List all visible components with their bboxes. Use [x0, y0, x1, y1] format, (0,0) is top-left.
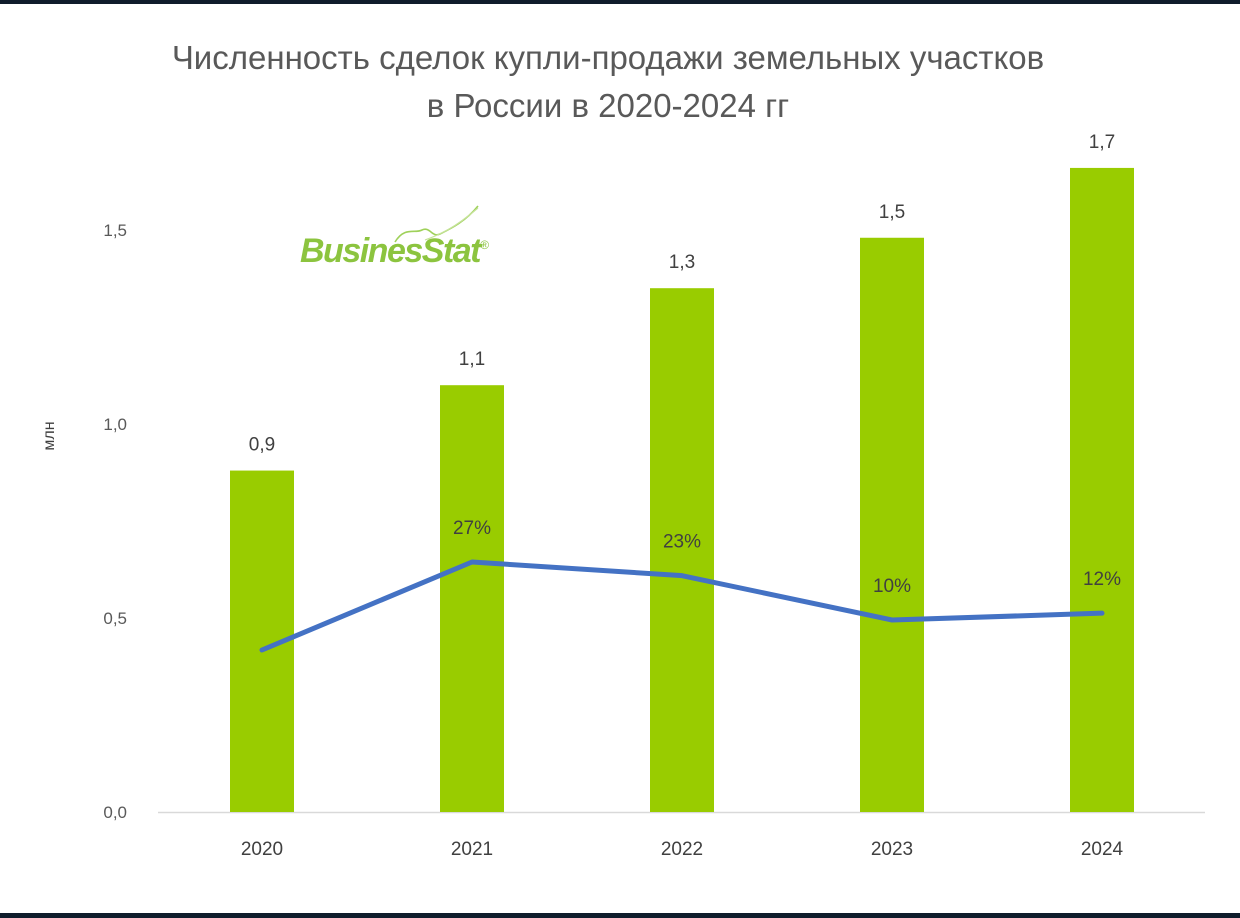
x-tick-label: 2024 [1081, 839, 1124, 860]
growth-value-label: 12% [1083, 569, 1121, 590]
growth-value-label: 23% [663, 532, 701, 553]
logo-registered-mark: ® [480, 238, 489, 252]
y-tick-label: 0,0 [103, 803, 127, 822]
x-tick-label: 2021 [451, 839, 493, 860]
y-tick-label: 0,5 [103, 609, 127, 628]
y-tick-label: 1,5 [103, 221, 127, 240]
chart-title-line-2: в России в 2020-2024 гг [426, 87, 790, 124]
growth-line [259, 559, 1105, 653]
growth-value-label: 27% [453, 518, 491, 539]
growth-value-label: 10% [873, 576, 911, 597]
bar-value-label: 1,1 [459, 349, 485, 370]
logo-swoosh-icon [394, 205, 479, 243]
bar-value-label: 1,3 [669, 252, 695, 273]
bar-value-label: 1,7 [1089, 132, 1115, 153]
x-tick-label: 2023 [871, 839, 913, 860]
chart-canvas: 0,0 0,5 1,0 1,5 млн 0,9 2020 1,1 2021 1,3 2022 1,5 2… [41, 132, 1205, 860]
bar-value-label: 0,9 [249, 435, 275, 456]
x-tick-label: 2022 [661, 839, 703, 860]
y-axis-label: млн [41, 421, 58, 450]
logo-text: BusinesStat [300, 232, 482, 270]
bar-2022 [650, 288, 714, 812]
bar-2024 [1070, 167, 1134, 813]
logo-wordmark: BusinesStat® [300, 232, 489, 271]
bar-value-label: 1,5 [879, 202, 905, 223]
businesstat-logo: BusinesStat® [300, 204, 500, 279]
x-tick-label: 2020 [241, 839, 283, 860]
bar-2023 [860, 237, 924, 812]
y-tick-label: 1,0 [103, 415, 127, 434]
chart-title: Численность сделок купли-продажи земельн… [0, 34, 1216, 130]
chart-title-line-1: Численность сделок купли-продажи земельн… [171, 39, 1045, 76]
bar-2021 [440, 385, 504, 812]
